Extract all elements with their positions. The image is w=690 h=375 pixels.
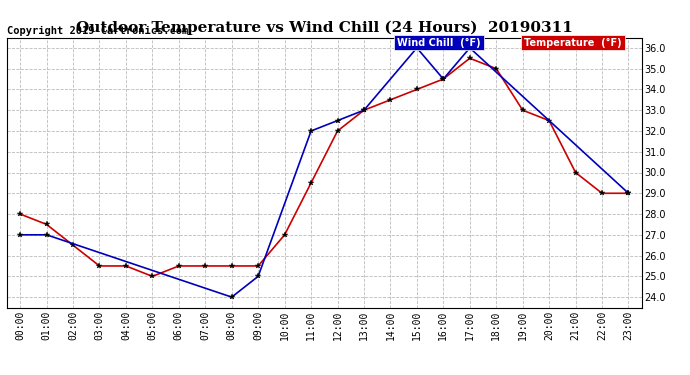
Text: Wind Chill  (°F): Wind Chill (°F) [397, 38, 481, 48]
Text: Copyright 2019 Cartronics.com: Copyright 2019 Cartronics.com [7, 26, 188, 36]
Title: Outdoor Temperature vs Wind Chill (24 Hours)  20190311: Outdoor Temperature vs Wind Chill (24 Ho… [76, 21, 573, 35]
Text: Temperature  (°F): Temperature (°F) [524, 38, 622, 48]
